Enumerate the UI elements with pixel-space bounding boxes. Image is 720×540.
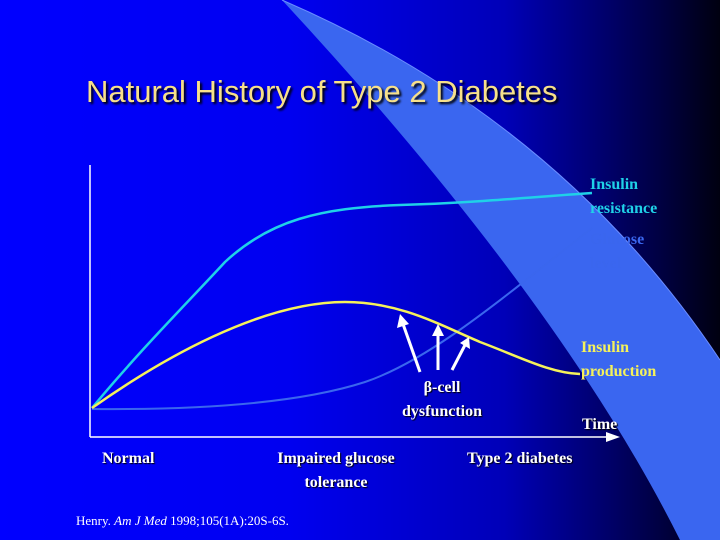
citation-journal: Am J Med (114, 513, 167, 528)
arrow-left (401, 323, 422, 373)
beta-cell-dysfunction-label: β-cell dysfunction (392, 376, 492, 424)
stage-impaired-line1: Impaired glucose (277, 450, 395, 467)
beta-cell-label-line1: β-cell (423, 379, 461, 396)
beta-cell-label-line2: dysfunction (401, 403, 483, 420)
stage-impaired-label: Impaired glucose tolerance (256, 447, 416, 495)
swoosh-edge (281, 0, 720, 361)
citation-author: Henry. (76, 513, 111, 528)
arrow-left-head (397, 314, 409, 328)
glucose-level-label-line2: level (590, 255, 622, 272)
insulin-resistance-label: Insulin resistance (590, 173, 657, 221)
slide-title: Natural History of Type 2 Diabetes (86, 74, 558, 109)
x-axis-arrowhead (606, 432, 620, 442)
swoosh-shape (282, 0, 720, 540)
stage-impaired-line2: tolerance (304, 474, 368, 491)
citation-details: 1998;105(1A):20S-6S. (170, 513, 289, 528)
arrow-right (450, 344, 467, 371)
stage-type2-label: Type 2 diabetes (467, 450, 573, 467)
insulin-production-label: Insulin production (581, 336, 656, 384)
stage-normal-label: Normal (102, 450, 155, 467)
time-axis-label: Time (582, 416, 618, 433)
glucose-level-curve (91, 227, 593, 411)
insulin-resistance-curve (91, 191, 593, 409)
insulin-resistance-label-line2: resistance (590, 200, 658, 217)
glucose-level-label-line1: Glucose (590, 231, 645, 248)
arrow-middle-head (432, 324, 444, 336)
insulin-production-label-line1: Insulin (581, 339, 630, 356)
glucose-level-label: Glucose level (590, 228, 644, 276)
insulin-resistance-label-line1: Insulin (590, 176, 639, 193)
insulin-production-curve (91, 300, 581, 410)
arrow-right-head (460, 337, 470, 349)
insulin-production-label-line2: production (581, 363, 657, 380)
citation: Henry. Am J Med 1998;105(1A):20S-6S. (76, 513, 289, 529)
